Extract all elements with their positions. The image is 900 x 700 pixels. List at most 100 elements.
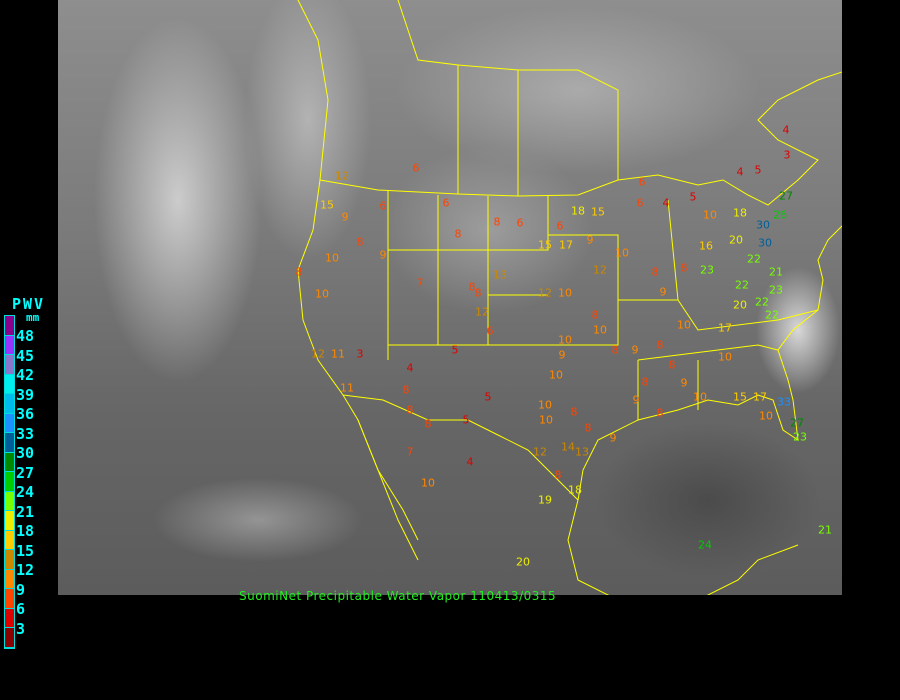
station-pwv-value: 20 <box>516 555 530 569</box>
station-pwv-value: 9 <box>631 343 639 357</box>
station-pwv-value: 30 <box>758 236 772 250</box>
station-pwv-value: 10 <box>615 246 629 260</box>
station-pwv-value: 26 <box>773 208 787 222</box>
gulf-coast <box>577 225 842 501</box>
station-pwv-value: 5 <box>689 190 697 204</box>
station-pwv-value: 3 <box>783 148 791 162</box>
station-pwv-value: 30 <box>756 218 770 232</box>
west-coast <box>297 0 329 181</box>
legend-swatch <box>5 569 14 589</box>
station-pwv-value: 9 <box>680 376 688 390</box>
station-pwv-value: 21 <box>769 265 783 279</box>
legend-tick: 36 <box>16 405 35 423</box>
legend-tick: 42 <box>16 366 35 384</box>
station-pwv-value: 10 <box>677 318 691 332</box>
station-pwv-value: 8 <box>454 227 462 241</box>
legend-tick: 48 <box>16 327 35 345</box>
us-mexico-border <box>342 394 579 501</box>
station-pwv-value: 8 <box>584 421 592 435</box>
station-pwv-value: 5 <box>754 163 762 177</box>
station-pwv-value: 8 <box>651 265 659 279</box>
station-pwv-value: 22 <box>735 278 749 292</box>
station-pwv-value: 12 <box>475 305 489 319</box>
west-coast-us <box>297 179 419 561</box>
station-pwv-value: 6 <box>379 199 387 213</box>
legend-tick: 24 <box>16 483 35 501</box>
legend-unit: mm <box>26 311 40 324</box>
station-pwv-value: 18 <box>733 206 747 220</box>
legend-tick: 12 <box>16 561 35 579</box>
legend-tick: 15 <box>16 541 35 560</box>
station-pwv-value: 6 <box>638 175 646 189</box>
station-pwv-value: 17 <box>753 390 767 404</box>
station-pwv-value: 7 <box>416 276 424 290</box>
legend-tick: 9 <box>16 580 26 599</box>
station-pwv-value: 22 <box>747 252 761 266</box>
station-pwv-value: 12 <box>538 286 552 300</box>
station-pwv-value: 8 <box>424 417 432 431</box>
station-pwv-value: 8 <box>554 468 562 482</box>
station-pwv-value: 15 <box>591 205 605 219</box>
station-pwv-value: 10 <box>759 409 773 423</box>
station-pwv-value: 20 <box>733 298 747 312</box>
state-line-7 <box>618 299 819 331</box>
station-pwv-value: 10 <box>718 350 732 364</box>
station-pwv-value: 8 <box>402 383 410 397</box>
state-line-3 <box>438 196 489 346</box>
station-pwv-value: 8 <box>611 343 619 357</box>
station-pwv-value: 6 <box>556 219 564 233</box>
legend-swatch <box>5 316 14 336</box>
station-pwv-value: 13 <box>575 445 589 459</box>
station-pwv-value: 8 <box>356 235 364 249</box>
station-pwv-value: 15 <box>538 238 552 252</box>
station-pwv-value: 9 <box>609 431 617 445</box>
legend-tick: 30 <box>16 444 35 462</box>
station-pwv-value: 20 <box>729 233 743 247</box>
legend-swatch <box>5 413 14 433</box>
station-pwv-value: 4 <box>782 123 790 137</box>
station-pwv-value: 23 <box>769 283 783 297</box>
legend-swatch <box>5 550 14 570</box>
station-pwv-value: 9 <box>659 285 667 299</box>
station-pwv-value: 8 <box>474 286 482 300</box>
canada-province-1 <box>397 0 459 194</box>
station-pwv-value: 12 <box>533 445 547 459</box>
station-pwv-value: 19 <box>538 493 552 507</box>
station-pwv-value: 22 <box>755 295 769 309</box>
station-pwv-value: 10 <box>703 208 717 222</box>
station-pwv-value: 8 <box>406 403 414 417</box>
legend-tick: 21 <box>16 502 35 521</box>
station-pwv-value: 8 <box>591 308 599 322</box>
legend-swatch <box>5 335 14 355</box>
station-pwv-value: 10 <box>593 323 607 337</box>
station-pwv-value: 5 <box>451 343 459 357</box>
legend-tick: 39 <box>16 385 35 404</box>
station-pwv-value: 8 <box>641 375 649 389</box>
state-line-2 <box>388 195 439 346</box>
station-pwv-value: 9 <box>558 348 566 362</box>
station-pwv-value: 17 <box>718 321 732 335</box>
station-pwv-value: 6 <box>442 196 450 210</box>
legend-swatch <box>5 628 14 648</box>
station-pwv-value: 22 <box>765 308 779 322</box>
station-pwv-value: 3 <box>356 347 364 361</box>
legend-swatch <box>5 511 14 531</box>
mexico-coast <box>567 499 799 595</box>
state-line-5 <box>488 234 619 346</box>
legend-swatch <box>5 452 14 472</box>
legend-tick: 45 <box>16 346 35 365</box>
station-pwv-value: 9 <box>379 248 387 262</box>
station-pwv-value: 4 <box>406 361 414 375</box>
station-pwv-value: 8 <box>295 265 303 279</box>
canada-province-2 <box>457 64 519 196</box>
station-pwv-value: 8 <box>493 215 501 229</box>
station-pwv-value: 4 <box>466 455 474 469</box>
station-pwv-value: 5 <box>462 413 470 427</box>
station-pwv-value: 10 <box>539 413 553 427</box>
state-line-9 <box>667 199 679 301</box>
map-title: SuomiNet Precipitable Water Vapor 110413… <box>239 589 557 603</box>
station-pwv-value: 9 <box>341 210 349 224</box>
station-pwv-value: 17 <box>559 238 573 252</box>
station-pwv-value: 18 <box>571 204 585 218</box>
legend-tick: 18 <box>16 522 35 540</box>
